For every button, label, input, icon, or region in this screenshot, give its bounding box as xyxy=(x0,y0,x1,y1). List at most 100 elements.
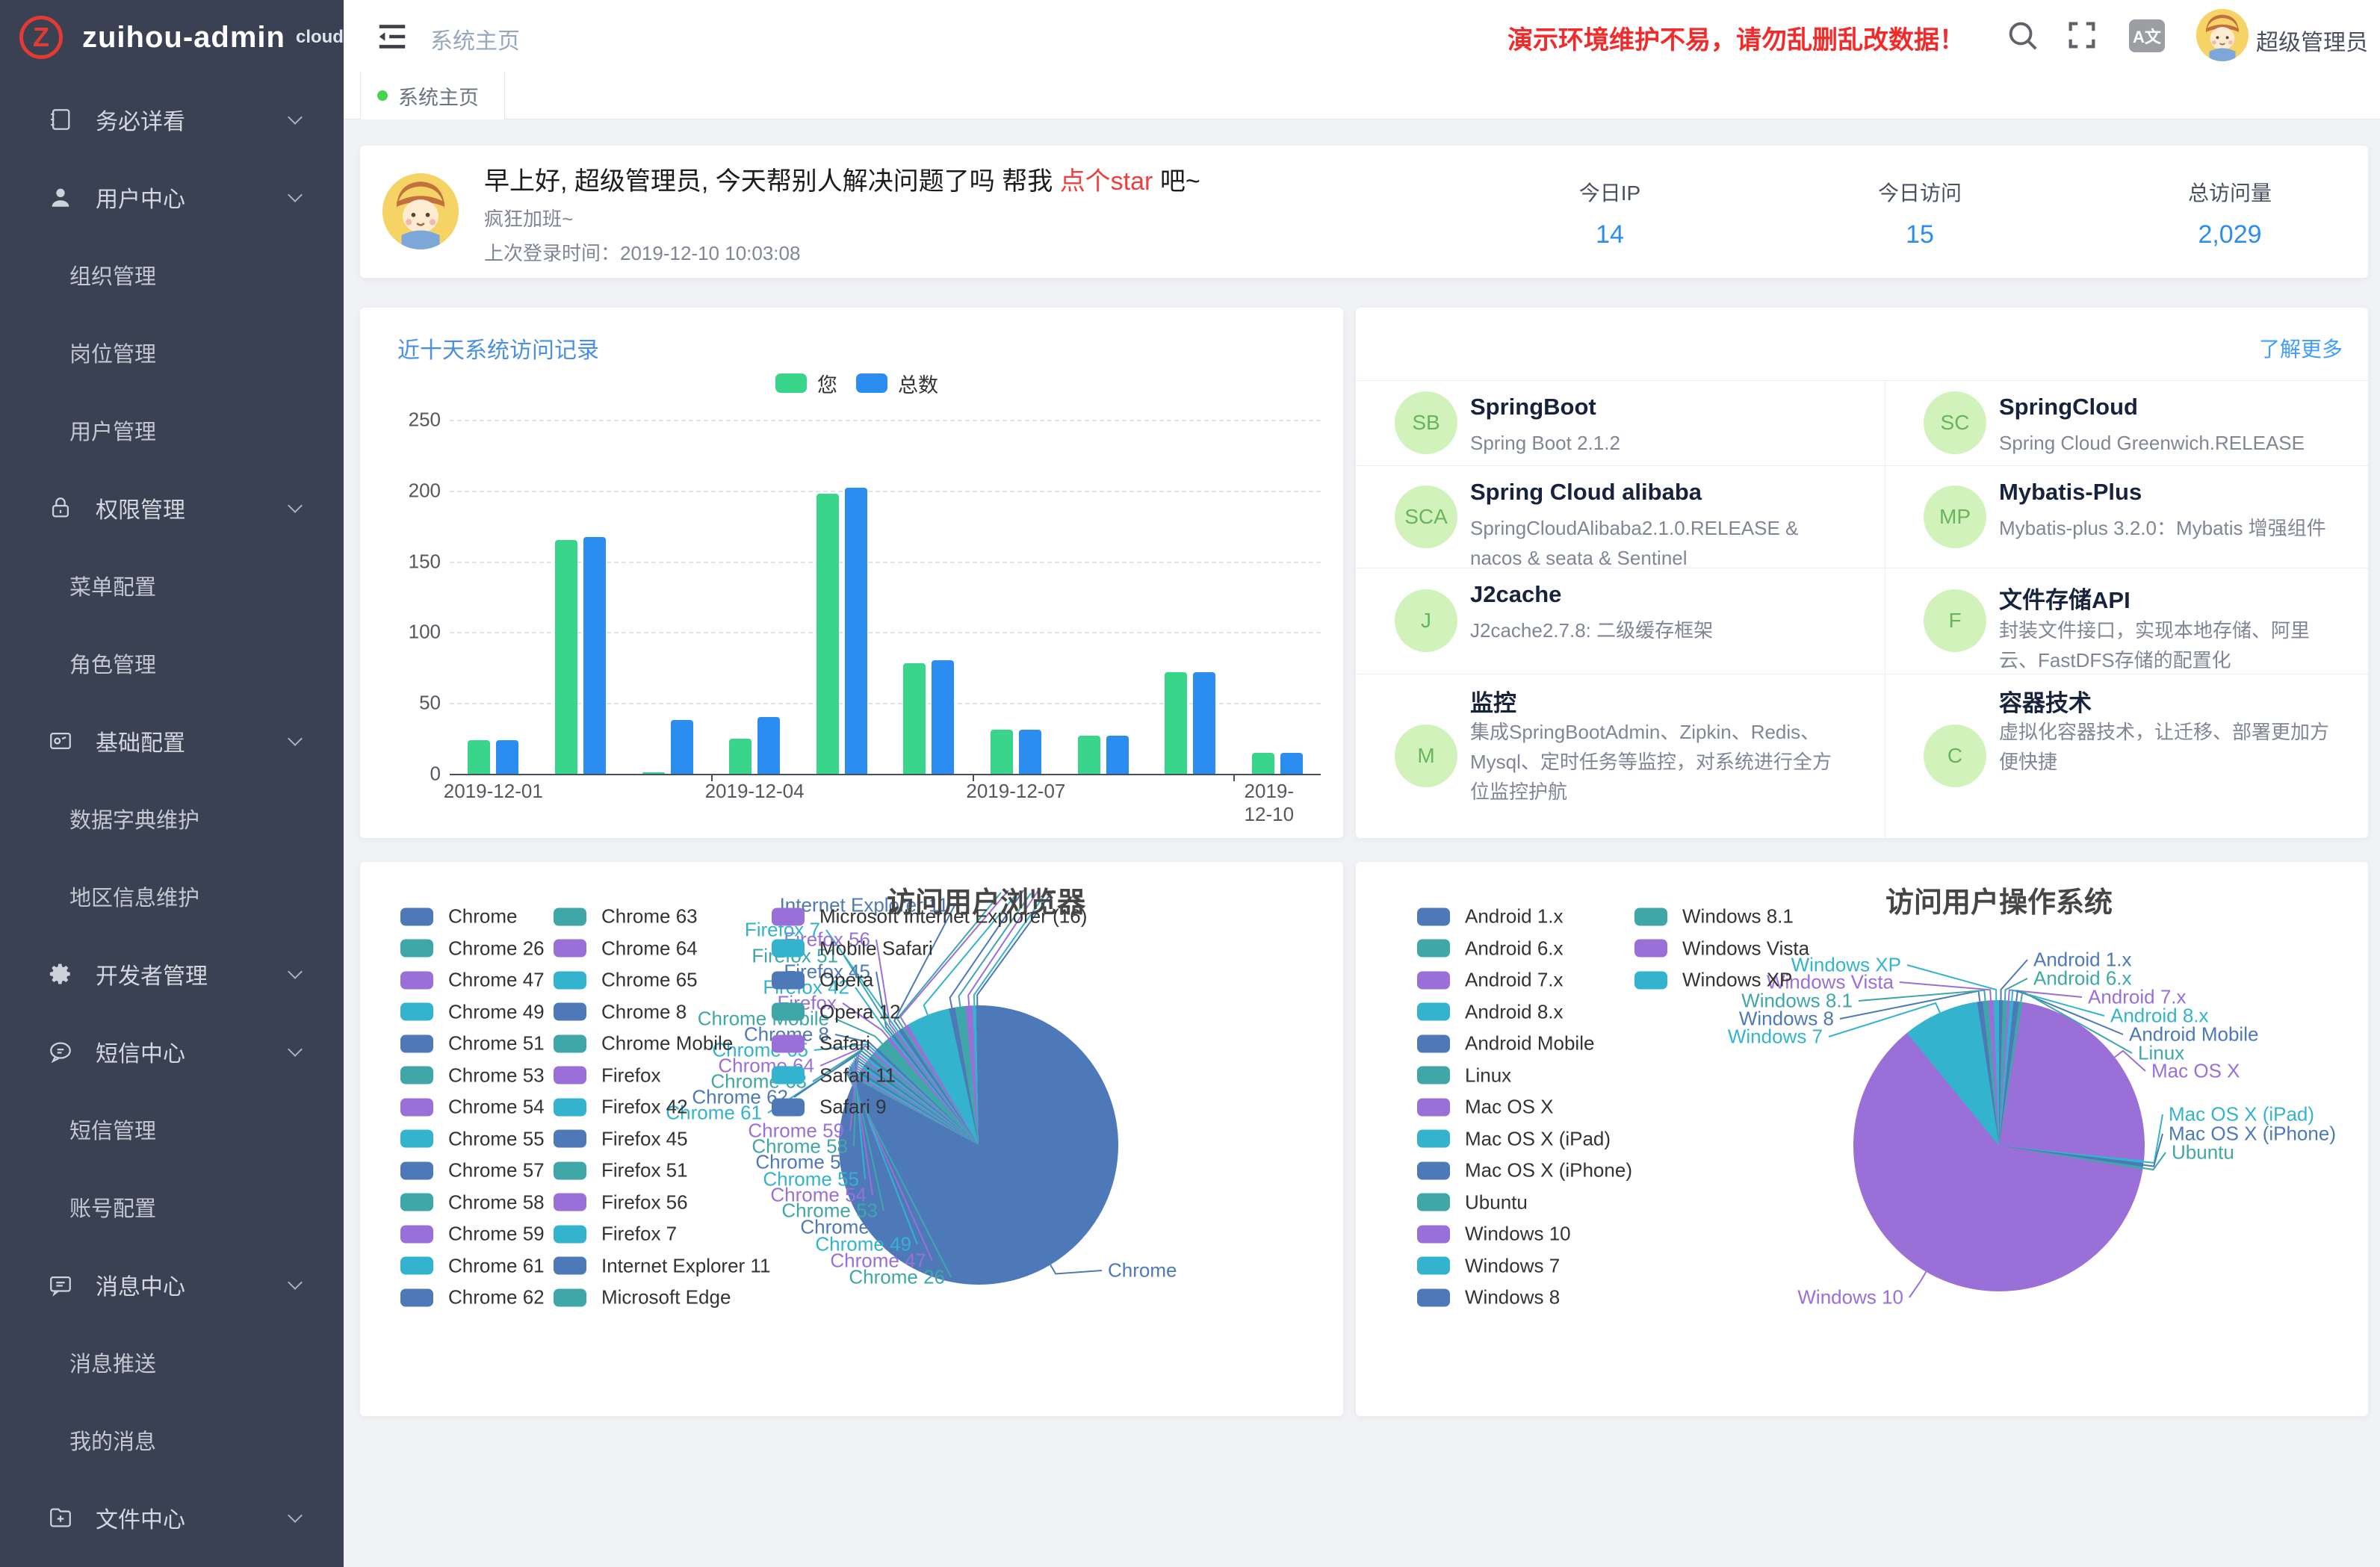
legend-item-Safari[interactable]: Safari xyxy=(772,1032,870,1055)
username[interactable]: 超级管理员 xyxy=(2256,24,2368,57)
legend-item-Chrome 59[interactable]: Chrome 59 xyxy=(400,1223,545,1246)
sidebar-item-账号配置[interactable]: 账号配置 xyxy=(0,1168,344,1246)
translate-icon[interactable]: A文 xyxy=(2129,19,2165,52)
sidebar-group-文件中心[interactable]: 文件中心 xyxy=(0,1479,344,1557)
legend-item-Windows 8[interactable]: Windows 8 xyxy=(1417,1286,1560,1309)
legend-item-Chrome 8[interactable]: Chrome 8 xyxy=(554,1000,687,1023)
sidebar-group-开发者管理[interactable]: 开发者管理 xyxy=(0,935,344,1013)
sidebar-item-角色管理[interactable]: 角色管理 xyxy=(0,624,344,702)
legend-item-Windows 10[interactable]: Windows 10 xyxy=(1417,1223,1571,1246)
sidebar-item-用户管理[interactable]: 用户管理 xyxy=(0,391,344,469)
legend-item-Chrome 26[interactable]: Chrome 26 xyxy=(400,937,545,960)
bar-您-2019-12-02[interactable] xyxy=(555,540,577,774)
bar-总数-2019-12-02[interactable] xyxy=(583,537,606,774)
bar-您-2019-12-07[interactable] xyxy=(991,730,1013,774)
legend-item-Chrome 65[interactable]: Chrome 65 xyxy=(554,969,698,992)
bar-您-2019-12-03[interactable] xyxy=(642,772,665,774)
legend-item-Chrome 58[interactable]: Chrome 58 xyxy=(400,1191,545,1214)
sidebar-item-数据字典维护[interactable]: 数据字典维护 xyxy=(0,780,344,857)
bar-您-2019-12-06[interactable] xyxy=(903,663,926,774)
legend-item-Linux[interactable]: Linux xyxy=(1417,1064,1511,1087)
sidebar-group-基础配置[interactable]: 基础配置 xyxy=(0,702,344,780)
bar-您-2019-12-04[interactable] xyxy=(729,739,752,774)
legend-item-Firefox 45[interactable]: Firefox 45 xyxy=(554,1127,688,1150)
legend-item-Firefox 51[interactable]: Firefox 51 xyxy=(554,1159,688,1182)
legend-item-Chrome[interactable]: Chrome xyxy=(400,905,517,928)
legend-item-Chrome 54[interactable]: Chrome 54 xyxy=(400,1096,545,1119)
bar-总数-2019-12-06[interactable] xyxy=(932,660,954,774)
legend-item-Firefox 42[interactable]: Firefox 42 xyxy=(554,1096,688,1119)
sidebar-item-消息推送[interactable]: 消息推送 xyxy=(0,1324,344,1401)
legend-item-Windows 7[interactable]: Windows 7 xyxy=(1417,1254,1560,1277)
tab-home[interactable]: 系统主页 xyxy=(360,72,505,120)
sidebar-group-权限管理[interactable]: 权限管理 xyxy=(0,469,344,547)
pie-os_pie[interactable] xyxy=(1853,1000,2145,1291)
sidebar-group-务必详看[interactable]: 务必详看 xyxy=(0,81,344,158)
bar-总数-2019-12-08[interactable] xyxy=(1106,736,1129,774)
bar-总数-2019-12-01[interactable] xyxy=(496,740,518,775)
legend-item-Firefox[interactable]: Firefox xyxy=(554,1064,660,1087)
legend-item-Opera[interactable]: Opera xyxy=(772,969,873,992)
bar-总数-2019-12-10[interactable] xyxy=(1280,753,1303,774)
legend-item-Firefox 56[interactable]: Firefox 56 xyxy=(554,1191,688,1214)
bar-总数-2019-12-05[interactable] xyxy=(845,488,867,774)
sidebar-group-短信中心[interactable]: 短信中心 xyxy=(0,1013,344,1090)
legend-item-您[interactable]: 您 xyxy=(775,372,837,394)
legend-item-Mac OS X (iPad)[interactable]: Mac OS X (iPad) xyxy=(1417,1127,1611,1150)
star-link[interactable]: 点个star xyxy=(1060,167,1153,196)
bar-您-2019-12-10[interactable] xyxy=(1252,753,1274,774)
legend-item-Mac OS X[interactable]: Mac OS X xyxy=(1417,1096,1553,1119)
legend-item-Chrome 64[interactable]: Chrome 64 xyxy=(554,937,698,960)
fullscreen-icon[interactable] xyxy=(2065,18,2099,52)
legend-item-Ubuntu[interactable]: Ubuntu xyxy=(1417,1191,1528,1214)
legend-item-Chrome 62[interactable]: Chrome 62 xyxy=(400,1286,545,1309)
legend-item-Mac OS X (iPhone)[interactable]: Mac OS X (iPhone) xyxy=(1417,1159,1632,1182)
search-icon[interactable] xyxy=(2005,18,2039,52)
legend-item-Internet Explorer 11[interactable]: Internet Explorer 11 xyxy=(554,1254,770,1277)
legend-item-Windows Vista[interactable]: Windows Vista xyxy=(1634,937,1809,960)
legend-item-Windows XP[interactable]: Windows XP xyxy=(1634,969,1792,992)
app-logo[interactable]: Z zuihou-admin cloud xyxy=(0,0,344,75)
legend-item-Firefox 7[interactable]: Firefox 7 xyxy=(554,1223,677,1246)
legend-item-Chrome Mobile[interactable]: Chrome Mobile xyxy=(554,1032,733,1055)
bar-您-2019-12-01[interactable] xyxy=(468,740,490,775)
legend-item-Chrome 57[interactable]: Chrome 57 xyxy=(400,1159,545,1182)
legend-item-Android 7.x[interactable]: Android 7.x xyxy=(1417,969,1564,992)
legend-item-Chrome 51[interactable]: Chrome 51 xyxy=(400,1032,545,1055)
legend-item-Chrome 63[interactable]: Chrome 63 xyxy=(554,905,698,928)
bar-总数-2019-12-03[interactable] xyxy=(671,720,693,774)
learn-more-link[interactable]: 了解更多 xyxy=(2259,333,2343,363)
bar-您-2019-12-08[interactable] xyxy=(1078,736,1100,774)
legend-item-Mobile Safari[interactable]: Mobile Safari xyxy=(772,937,933,960)
legend-item-Chrome 53[interactable]: Chrome 53 xyxy=(400,1064,545,1087)
legend-item-Chrome 49[interactable]: Chrome 49 xyxy=(400,1000,545,1023)
legend-item-Windows 8.1[interactable]: Windows 8.1 xyxy=(1634,905,1794,928)
bar-您-2019-12-09[interactable] xyxy=(1165,672,1187,775)
breadcrumb[interactable]: 系统主页 xyxy=(430,22,520,55)
sidebar-item-岗位管理[interactable]: 岗位管理 xyxy=(0,314,344,391)
sidebar-item-地区信息维护[interactable]: 地区信息维护 xyxy=(0,857,344,935)
sidebar-item-我的消息[interactable]: 我的消息 xyxy=(0,1401,344,1479)
legend-item-Safari 11[interactable]: Safari 11 xyxy=(772,1064,896,1087)
legend-item-Chrome 55[interactable]: Chrome 55 xyxy=(400,1127,545,1150)
sidebar-group-消息中心[interactable]: 消息中心 xyxy=(0,1246,344,1324)
legend-item-总数[interactable]: 总数 xyxy=(856,372,938,394)
sidebar-group-用户中心[interactable]: 用户中心 xyxy=(0,158,344,236)
legend-item-Microsoft Edge[interactable]: Microsoft Edge xyxy=(554,1286,731,1309)
legend-item-Android Mobile[interactable]: Android Mobile xyxy=(1417,1032,1594,1055)
legend-item-Chrome 61[interactable]: Chrome 61 xyxy=(400,1254,545,1277)
bar-总数-2019-12-07[interactable] xyxy=(1019,730,1041,774)
sidebar-item-组织管理[interactable]: 组织管理 xyxy=(0,236,344,314)
menu-fold-icon[interactable] xyxy=(375,19,406,51)
legend-item-Chrome 47[interactable]: Chrome 47 xyxy=(400,969,545,992)
sidebar-item-短信管理[interactable]: 短信管理 xyxy=(0,1090,344,1168)
legend-item-Android 8.x[interactable]: Android 8.x xyxy=(1417,1000,1564,1023)
legend-item-Android 6.x[interactable]: Android 6.x xyxy=(1417,937,1564,960)
legend-item-Opera 12[interactable]: Opera 12 xyxy=(772,1000,900,1023)
legend-item-Android 1.x[interactable]: Android 1.x xyxy=(1417,905,1564,928)
bar-您-2019-12-05[interactable] xyxy=(816,494,839,774)
bar-总数-2019-12-09[interactable] xyxy=(1193,672,1215,775)
bar-chart-plot[interactable] xyxy=(450,420,1321,774)
avatar[interactable] xyxy=(2196,9,2249,61)
bar-总数-2019-12-04[interactable] xyxy=(757,717,780,774)
